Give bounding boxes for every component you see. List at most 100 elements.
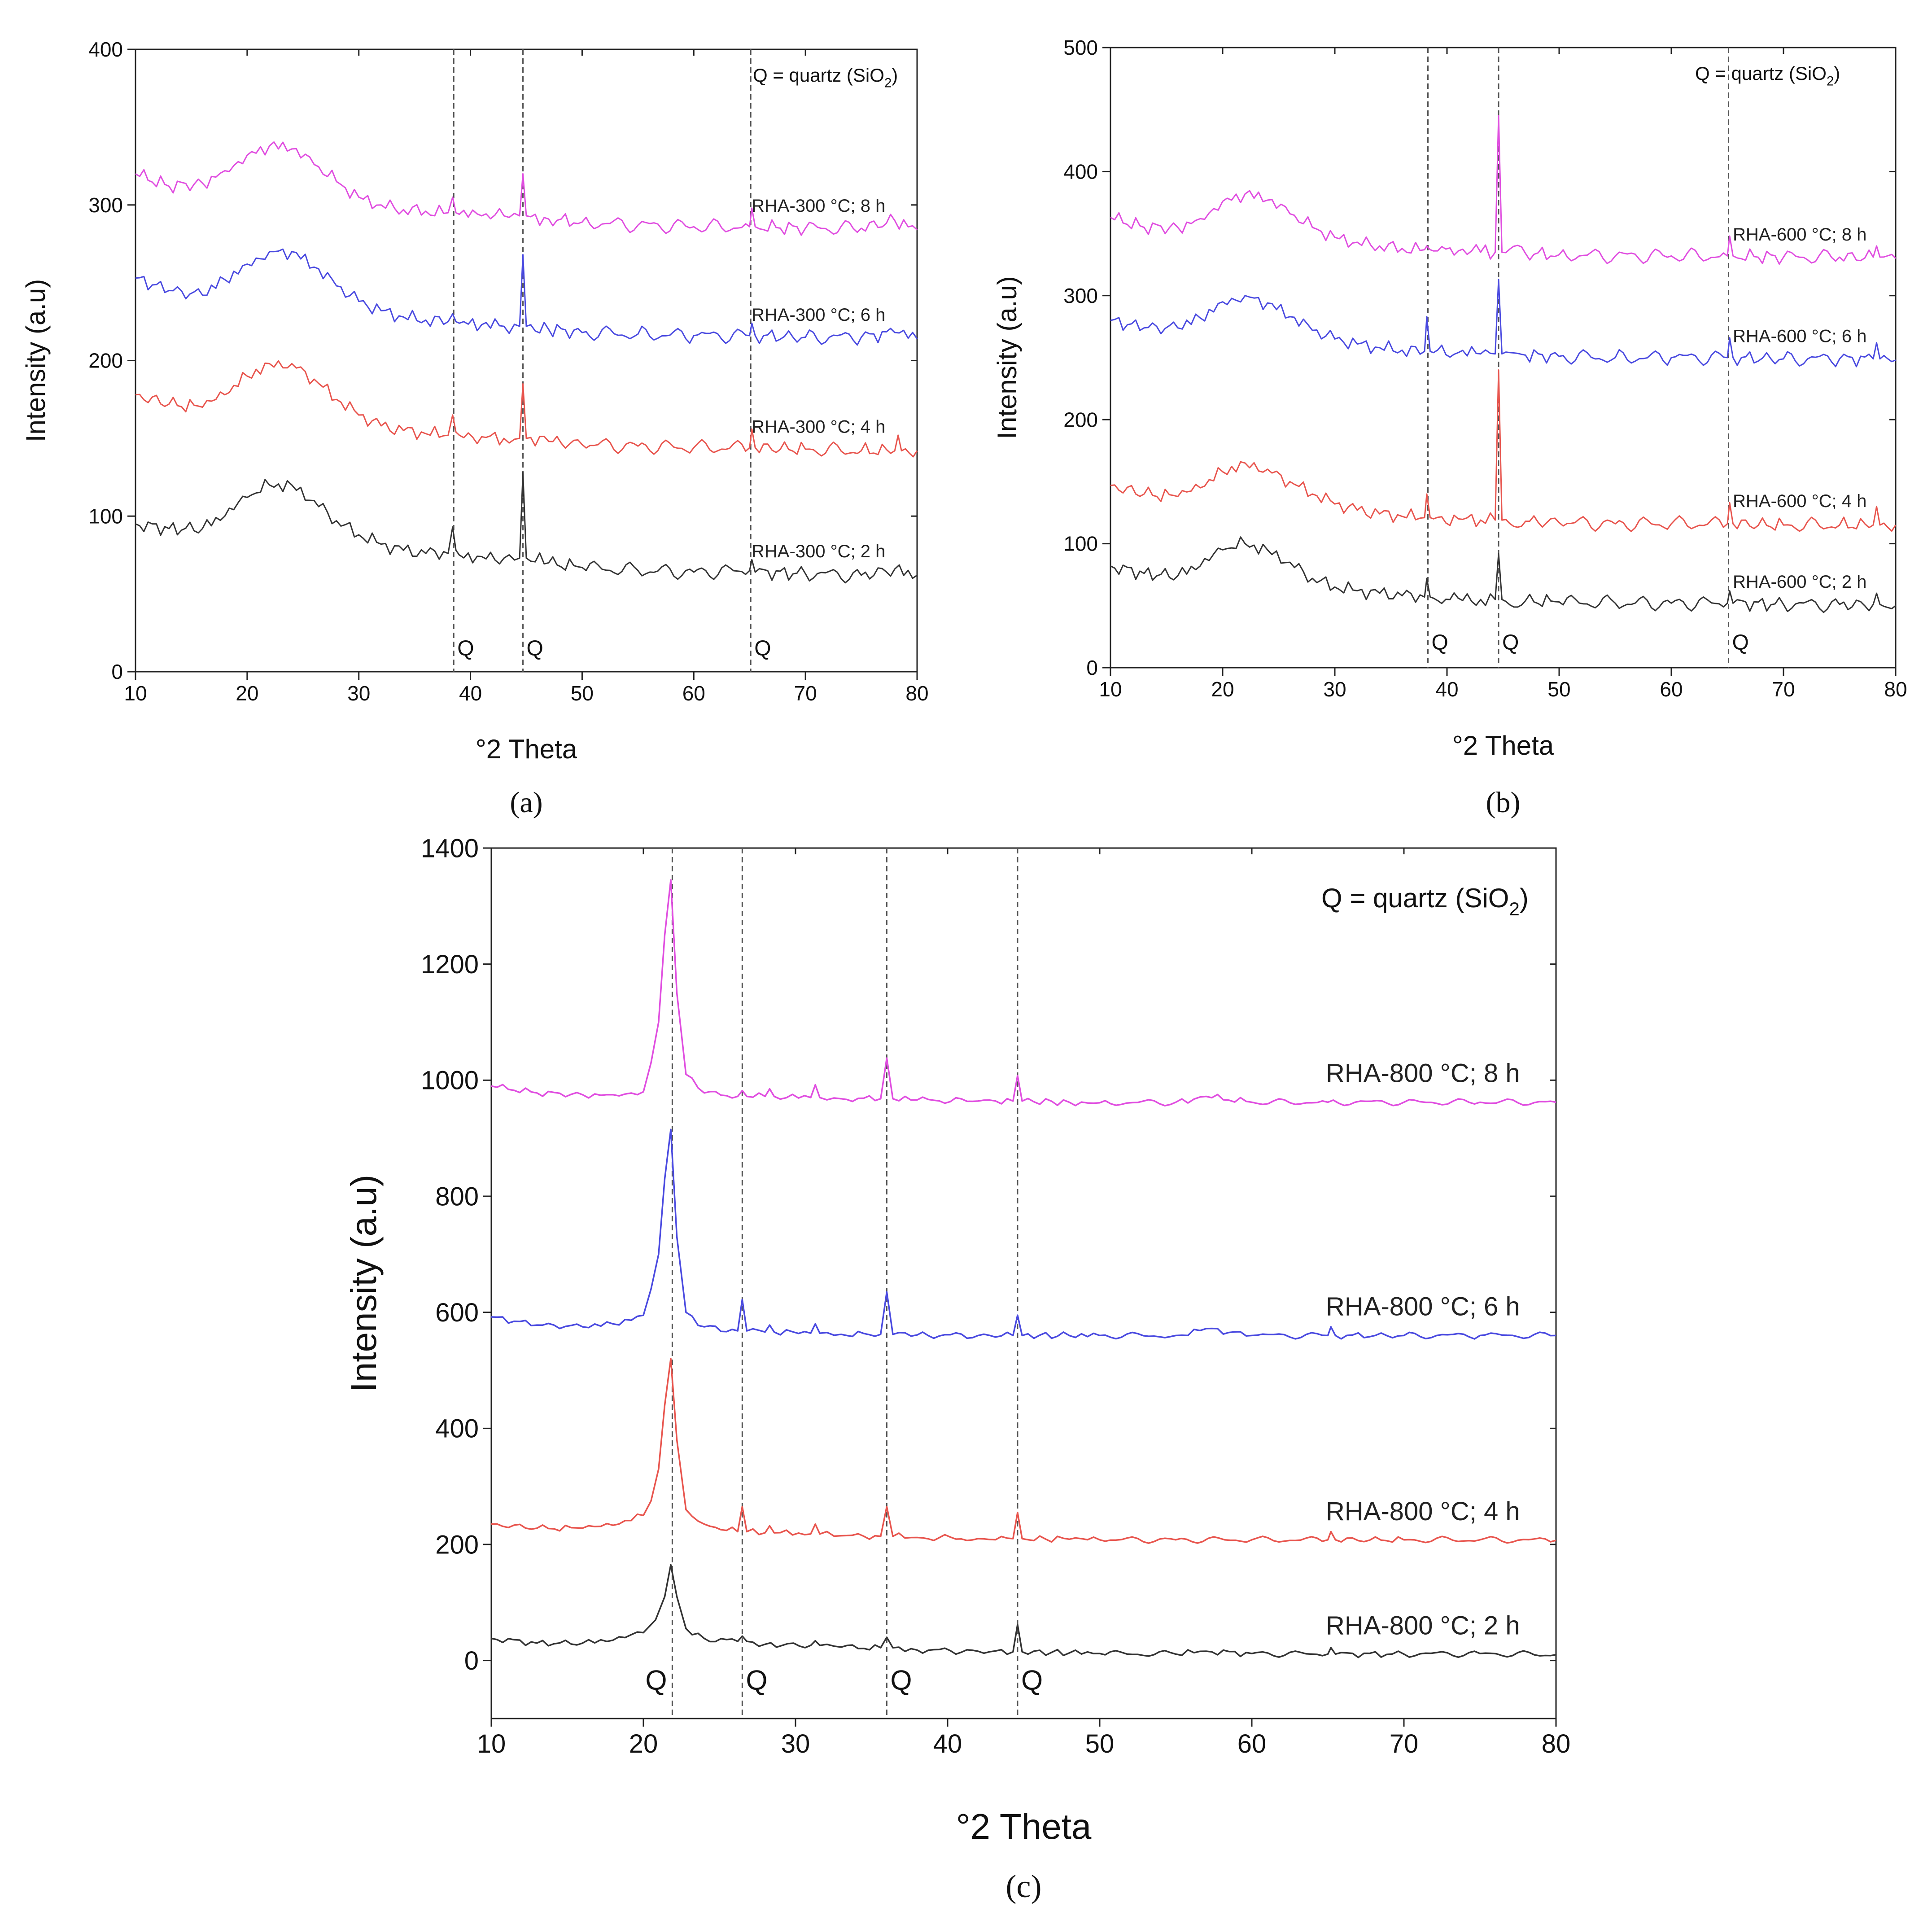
chart-panel-a: 10 20 30 40 50 60 70 80 0 100 200 300 400 °2 Theta Int…	[21, 38, 929, 819]
y-tick-label: 0	[111, 660, 123, 683]
series-label: RHA-300 °C; 8 h	[752, 196, 885, 216]
x-axis-title: °2 Theta	[1452, 730, 1554, 761]
legend-close: )	[892, 65, 898, 86]
legend-subscript: 2	[1827, 74, 1834, 89]
series-line-4	[1110, 115, 1897, 265]
quartz-peak-label: Q	[457, 637, 474, 660]
series-line-1	[491, 1564, 1556, 1658]
x-tick-label: 20	[1211, 678, 1234, 701]
series-label: RHA-600 °C; 4 h	[1733, 491, 1866, 511]
x-tick-label: 60	[682, 682, 705, 705]
x-tick-label: 30	[1323, 678, 1346, 701]
series-label: RHA-800 °C; 2 h	[1326, 1611, 1520, 1640]
y-tick-label: 1200	[421, 950, 479, 979]
series-line-4	[135, 141, 918, 236]
y-tick-label: 100	[1063, 532, 1098, 555]
legend-main: Q = quartz (SiO	[1321, 883, 1509, 913]
quartz-peak-label: Q	[527, 637, 543, 660]
y-tick-label: 1400	[421, 834, 479, 863]
series-label: RHA-800 °C; 6 h	[1326, 1292, 1520, 1321]
y-tick-label: 100	[88, 504, 123, 528]
y-tick-label: 400	[88, 38, 123, 61]
x-tick-label: 20	[629, 1729, 658, 1758]
x-tick-label: 10	[477, 1729, 506, 1758]
series-line-3	[491, 1128, 1556, 1340]
series-line-2	[135, 360, 918, 458]
legend: Q = quartz (SiO2)	[753, 65, 898, 91]
y-axis-title: Intensity (a.u)	[992, 276, 1022, 439]
x-tick-label: 70	[1390, 1729, 1419, 1758]
x-tick-label: 80	[905, 682, 928, 705]
chart-panel-b: 10 20 30 40 50 60 70 80 0 100 200 300 400 500 °2 Theta…	[992, 36, 1907, 819]
series-label: RHA-800 °C; 8 h	[1326, 1058, 1520, 1088]
series-line-2	[491, 1358, 1556, 1544]
legend-subscript: 2	[1509, 898, 1519, 919]
series-line-1	[135, 472, 918, 584]
y-tick-label: 300	[1063, 284, 1098, 307]
series-label: RHA-800 °C; 4 h	[1326, 1497, 1520, 1526]
series-label: RHA-300 °C; 4 h	[752, 417, 885, 437]
y-tick-label: 400	[435, 1414, 479, 1443]
x-tick-label: 10	[1099, 678, 1122, 701]
y-tick-label: 800	[435, 1182, 479, 1211]
x-tick-label: 70	[794, 682, 817, 705]
x-axis-title: °2 Theta	[956, 1806, 1092, 1846]
x-tick-label: 40	[1435, 678, 1458, 701]
quartz-peak-label: Q	[1732, 631, 1749, 655]
y-tick-label: 200	[1063, 408, 1098, 431]
panel-label: (b)	[1486, 786, 1521, 819]
y-tick-label: 1000	[421, 1066, 479, 1095]
x-tick-label: 80	[1884, 678, 1907, 701]
x-axis-title: °2 Theta	[476, 734, 577, 764]
series-line-2	[1110, 369, 1897, 532]
series-label: RHA-600 °C; 6 h	[1733, 327, 1866, 346]
x-tick-label: 50	[1547, 678, 1570, 701]
y-tick-label: 300	[88, 193, 123, 217]
series-label: RHA-600 °C; 2 h	[1733, 572, 1866, 592]
x-tick-label: 50	[1085, 1729, 1115, 1758]
panel-label: (c)	[1006, 1868, 1042, 1904]
x-tick-label: 60	[1237, 1729, 1267, 1758]
quartz-peak-label: Q	[1502, 631, 1519, 655]
y-tick-label: 200	[435, 1530, 479, 1559]
quartz-peak-label: Q	[1021, 1665, 1043, 1696]
series-label: RHA-300 °C; 6 h	[752, 305, 885, 325]
legend-close: )	[1834, 63, 1840, 84]
x-tick-label: 40	[933, 1729, 962, 1758]
plot-frame	[490, 847, 1557, 1719]
plot-frame	[1110, 47, 1897, 669]
x-tick-label: 60	[1660, 678, 1683, 701]
y-tick-label: 0	[464, 1646, 479, 1675]
legend-main: Q = quartz (SiO	[1695, 63, 1827, 84]
chart-panel-c: 10 20 30 40 50 60 70 80020040060080010001200140…	[344, 834, 1570, 1904]
y-tick-label: 500	[1063, 36, 1098, 59]
x-tick-label: 50	[571, 682, 594, 705]
quartz-peak-label: Q	[746, 1665, 767, 1696]
x-tick-label: 20	[236, 682, 258, 705]
quartz-peak-label: Q	[754, 637, 771, 660]
legend-subscript: 2	[884, 76, 892, 91]
x-tick-label: 70	[1772, 678, 1795, 701]
series-line-1	[1110, 536, 1896, 613]
y-tick-label: 0	[1086, 656, 1098, 679]
quartz-peak-label: Q	[645, 1665, 667, 1696]
x-tick-label: 40	[459, 682, 482, 705]
plot-frame	[135, 48, 918, 673]
x-tick-label: 10	[124, 682, 147, 705]
y-axis-title: Intensity (a.u)	[344, 1175, 384, 1392]
series-label: RHA-600 °C; 8 h	[1733, 225, 1866, 245]
quartz-peak-label: Q	[1432, 631, 1448, 655]
y-tick-label: 200	[88, 349, 123, 372]
series-line-3	[135, 248, 918, 346]
legend: Q = quartz (SiO2)	[1321, 883, 1529, 919]
series-line-3	[1110, 279, 1896, 367]
quartz-peak-label: Q	[890, 1665, 912, 1696]
y-tick-label: 400	[1063, 160, 1098, 184]
legend-close: )	[1520, 883, 1529, 913]
x-tick-label: 30	[347, 682, 370, 705]
x-tick-label: 80	[1542, 1729, 1571, 1758]
y-axis-title: Intensity (a.u)	[21, 279, 51, 442]
legend-main: Q = quartz (SiO	[753, 65, 884, 86]
legend: Q = quartz (SiO2)	[1695, 63, 1840, 89]
